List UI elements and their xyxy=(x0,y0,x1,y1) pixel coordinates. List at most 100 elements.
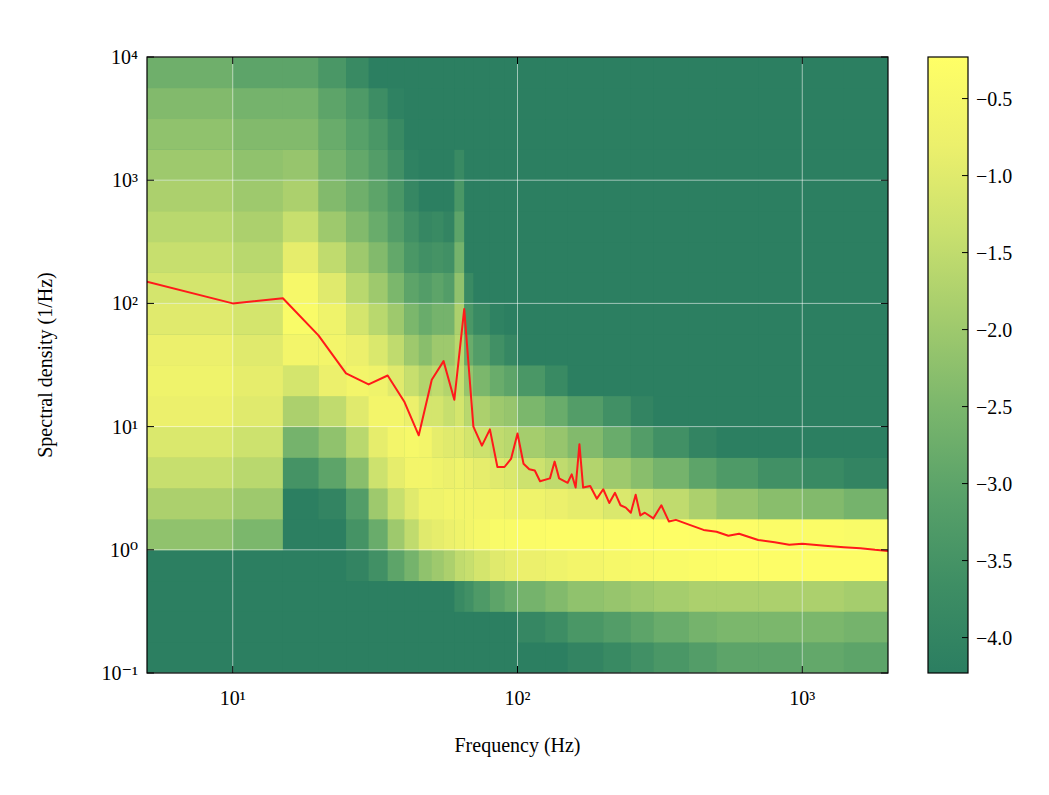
heatmap-cell xyxy=(473,488,490,519)
heatmap-cell xyxy=(504,642,517,673)
heatmap-cell xyxy=(419,457,432,488)
heatmap-cell xyxy=(444,180,455,211)
heatmap-cell xyxy=(603,488,631,519)
heatmap-cell xyxy=(758,457,803,488)
heatmap-cell xyxy=(346,334,369,365)
heatmap-cell xyxy=(432,88,444,119)
heatmap-cell xyxy=(404,550,419,581)
heatmap-cell xyxy=(419,303,432,334)
heatmap-cell xyxy=(758,550,803,581)
heatmap-cell xyxy=(233,611,284,642)
heatmap-cell xyxy=(444,457,455,488)
heatmap-cell xyxy=(454,611,464,642)
heatmap-cell xyxy=(844,611,888,642)
heatmap-cell xyxy=(147,211,233,242)
y-tick xyxy=(881,426,888,427)
heatmap-cell xyxy=(388,396,405,427)
heatmap-cell xyxy=(404,519,419,550)
heatmap-cell xyxy=(464,180,474,211)
heatmap-cell xyxy=(758,180,803,211)
heatmap-cell xyxy=(432,427,444,458)
heatmap-cell xyxy=(369,396,388,427)
heatmap-cell xyxy=(473,396,490,427)
heatmap-cell xyxy=(518,365,546,396)
heatmap-cell xyxy=(432,303,444,334)
heatmap-cell xyxy=(758,273,803,304)
heatmap-cell xyxy=(844,242,888,273)
heatmap-cell xyxy=(717,365,759,396)
heatmap-cell xyxy=(717,334,759,365)
heatmap-cell xyxy=(444,242,455,273)
heatmap-cell xyxy=(518,119,546,150)
heatmap-cell xyxy=(518,88,546,119)
heatmap-cell xyxy=(504,457,517,488)
heatmap-cell xyxy=(369,149,388,180)
heatmap-cell xyxy=(419,488,432,519)
heatmap-cell xyxy=(603,334,631,365)
heatmap-cell xyxy=(504,119,517,150)
heatmap-cell xyxy=(473,581,490,612)
heatmap-cell xyxy=(802,396,844,427)
heatmap-cell xyxy=(346,488,369,519)
heatmap-cell xyxy=(419,119,432,150)
heatmap-cell xyxy=(464,550,474,581)
heatmap-cell xyxy=(404,581,419,612)
heatmap-cell xyxy=(454,550,464,581)
heatmap-cell xyxy=(404,488,419,519)
heatmap-cell xyxy=(283,581,319,612)
heatmap-cell xyxy=(318,642,346,673)
heatmap-cell xyxy=(518,334,546,365)
heatmap-cell xyxy=(444,88,455,119)
heatmap-cell xyxy=(388,149,405,180)
heatmap-cell xyxy=(568,581,604,612)
heatmap-cell xyxy=(689,396,717,427)
y-tick-label: 10³ xyxy=(112,169,138,191)
heatmap-cell xyxy=(802,242,844,273)
heatmap-cell xyxy=(689,88,717,119)
heatmap-cell xyxy=(147,149,233,180)
heatmap-cell xyxy=(369,611,388,642)
heatmap-cell xyxy=(454,149,464,180)
heatmap-cell xyxy=(490,550,505,581)
heatmap-cell xyxy=(653,242,689,273)
colorbar-tick xyxy=(962,560,968,561)
heatmap-cell xyxy=(717,180,759,211)
axes: 10¹10²10³10⁻¹10⁰10¹10²10³10⁴ xyxy=(101,46,888,709)
heatmap-cell xyxy=(758,427,803,458)
heatmap-cell xyxy=(454,581,464,612)
y-grid-line xyxy=(147,303,888,304)
heatmap-cell xyxy=(490,611,505,642)
heatmap-cell xyxy=(518,581,546,612)
heatmap-cell xyxy=(545,396,568,427)
heatmap-cell xyxy=(369,211,388,242)
heatmap-cell xyxy=(844,365,888,396)
heatmap-cell xyxy=(346,611,369,642)
x-tick-label: 10³ xyxy=(789,687,815,709)
heatmap-cell xyxy=(568,642,604,673)
y-tick-label: 10² xyxy=(112,292,138,314)
heatmap-cell xyxy=(404,180,419,211)
heatmap-cell xyxy=(504,488,517,519)
heatmap-cell xyxy=(444,488,455,519)
heatmap-cell xyxy=(454,180,464,211)
heatmap-cell xyxy=(444,334,455,365)
heatmap-cell xyxy=(545,457,568,488)
heatmap-cell xyxy=(689,488,717,519)
x-tick xyxy=(802,666,803,673)
heatmap-cell xyxy=(504,211,517,242)
heatmap-cell xyxy=(464,457,474,488)
heatmap-cell xyxy=(545,642,568,673)
heatmap-cell xyxy=(473,149,490,180)
heatmap-cell xyxy=(318,119,346,150)
heatmap-cell xyxy=(653,457,689,488)
heatmap-cell xyxy=(464,581,474,612)
heatmap-cell xyxy=(603,180,631,211)
heatmap-cell xyxy=(653,550,689,581)
heatmap-cell xyxy=(464,273,474,304)
heatmap-cell xyxy=(490,211,505,242)
heatmap-cell xyxy=(147,303,233,334)
heatmap-cell xyxy=(346,427,369,458)
heatmap-cell xyxy=(346,242,369,273)
y-tick xyxy=(147,57,154,58)
heatmap-cell xyxy=(388,611,405,642)
